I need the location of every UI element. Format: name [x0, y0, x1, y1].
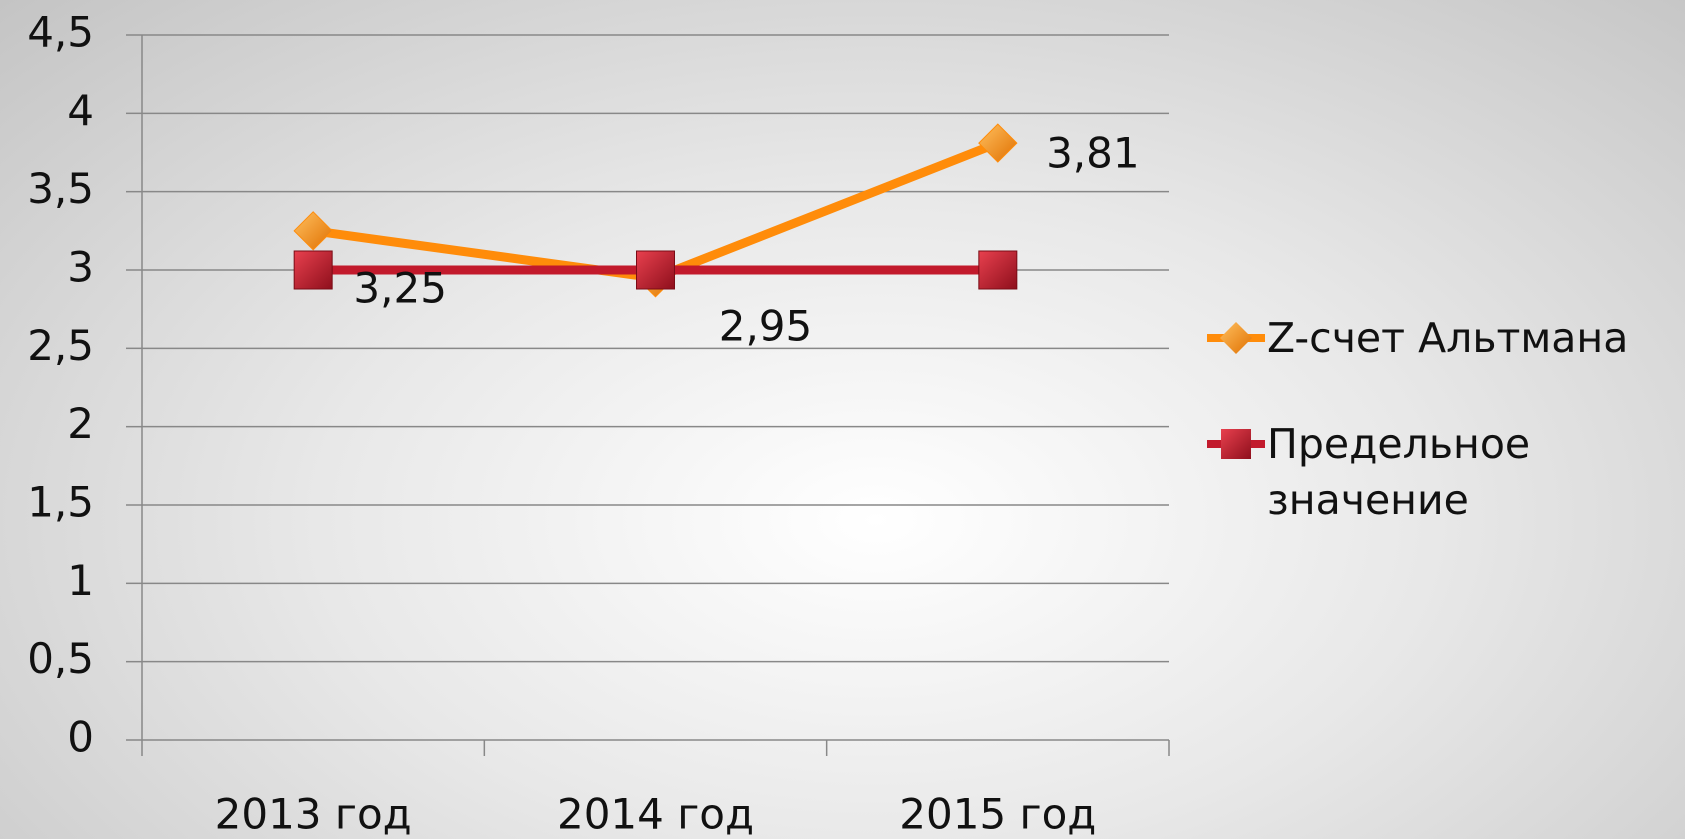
marker-square — [293, 250, 333, 290]
y-tick-label: 3 — [67, 243, 94, 292]
y-tick-label: 1,5 — [27, 478, 94, 527]
y-tick-label: 1 — [67, 556, 94, 605]
y-tick-label: 2 — [67, 399, 94, 448]
x-tick-label: 2015 год — [899, 790, 1096, 839]
y-tick-label: 3,5 — [27, 164, 94, 213]
legend-marker — [1221, 429, 1251, 459]
legend-item: Z-счет Альтмана — [1205, 310, 1675, 366]
legend-key — [1207, 429, 1265, 459]
marker-square — [978, 250, 1018, 290]
x-tick-label: 2013 год — [215, 790, 412, 839]
y-tick-label: 4 — [67, 86, 94, 135]
marker-square — [636, 250, 675, 290]
marker-diamond — [978, 123, 1018, 163]
data-label: 3,25 — [353, 263, 447, 312]
legend-item: Предельное значение — [1205, 416, 1675, 528]
x-tick-label: 2014 год — [557, 790, 754, 839]
y-tick-label: 4,5 — [27, 8, 94, 57]
y-tick-label: 2,5 — [27, 321, 94, 370]
legend-key — [1207, 322, 1265, 354]
y-tick-label: 0,5 — [27, 634, 94, 683]
legend-marker — [1220, 322, 1252, 354]
legend-label: Предельное значение — [1267, 420, 1531, 524]
legend: Z-счет Альтмана Предельное значение — [1205, 310, 1675, 578]
data-label: 2,95 — [719, 301, 813, 350]
y-tick-label: 0 — [67, 713, 94, 762]
data-label: 3,81 — [1046, 129, 1140, 178]
legend-label: Z-счет Альтмана — [1267, 314, 1629, 362]
marker-diamond — [293, 211, 333, 251]
